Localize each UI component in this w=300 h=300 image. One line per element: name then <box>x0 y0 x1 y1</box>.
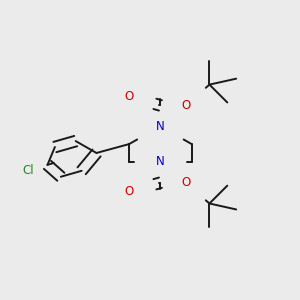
Circle shape <box>123 185 136 198</box>
Text: O: O <box>181 99 190 112</box>
Text: O: O <box>181 176 190 189</box>
Circle shape <box>179 99 192 112</box>
Circle shape <box>154 155 167 168</box>
Circle shape <box>154 120 167 133</box>
Text: O: O <box>124 90 134 103</box>
Circle shape <box>20 163 37 179</box>
Text: Cl: Cl <box>22 164 34 177</box>
Circle shape <box>179 176 192 189</box>
Text: N: N <box>156 120 165 133</box>
Text: O: O <box>124 185 134 198</box>
Text: N: N <box>156 155 165 168</box>
Circle shape <box>123 90 136 103</box>
